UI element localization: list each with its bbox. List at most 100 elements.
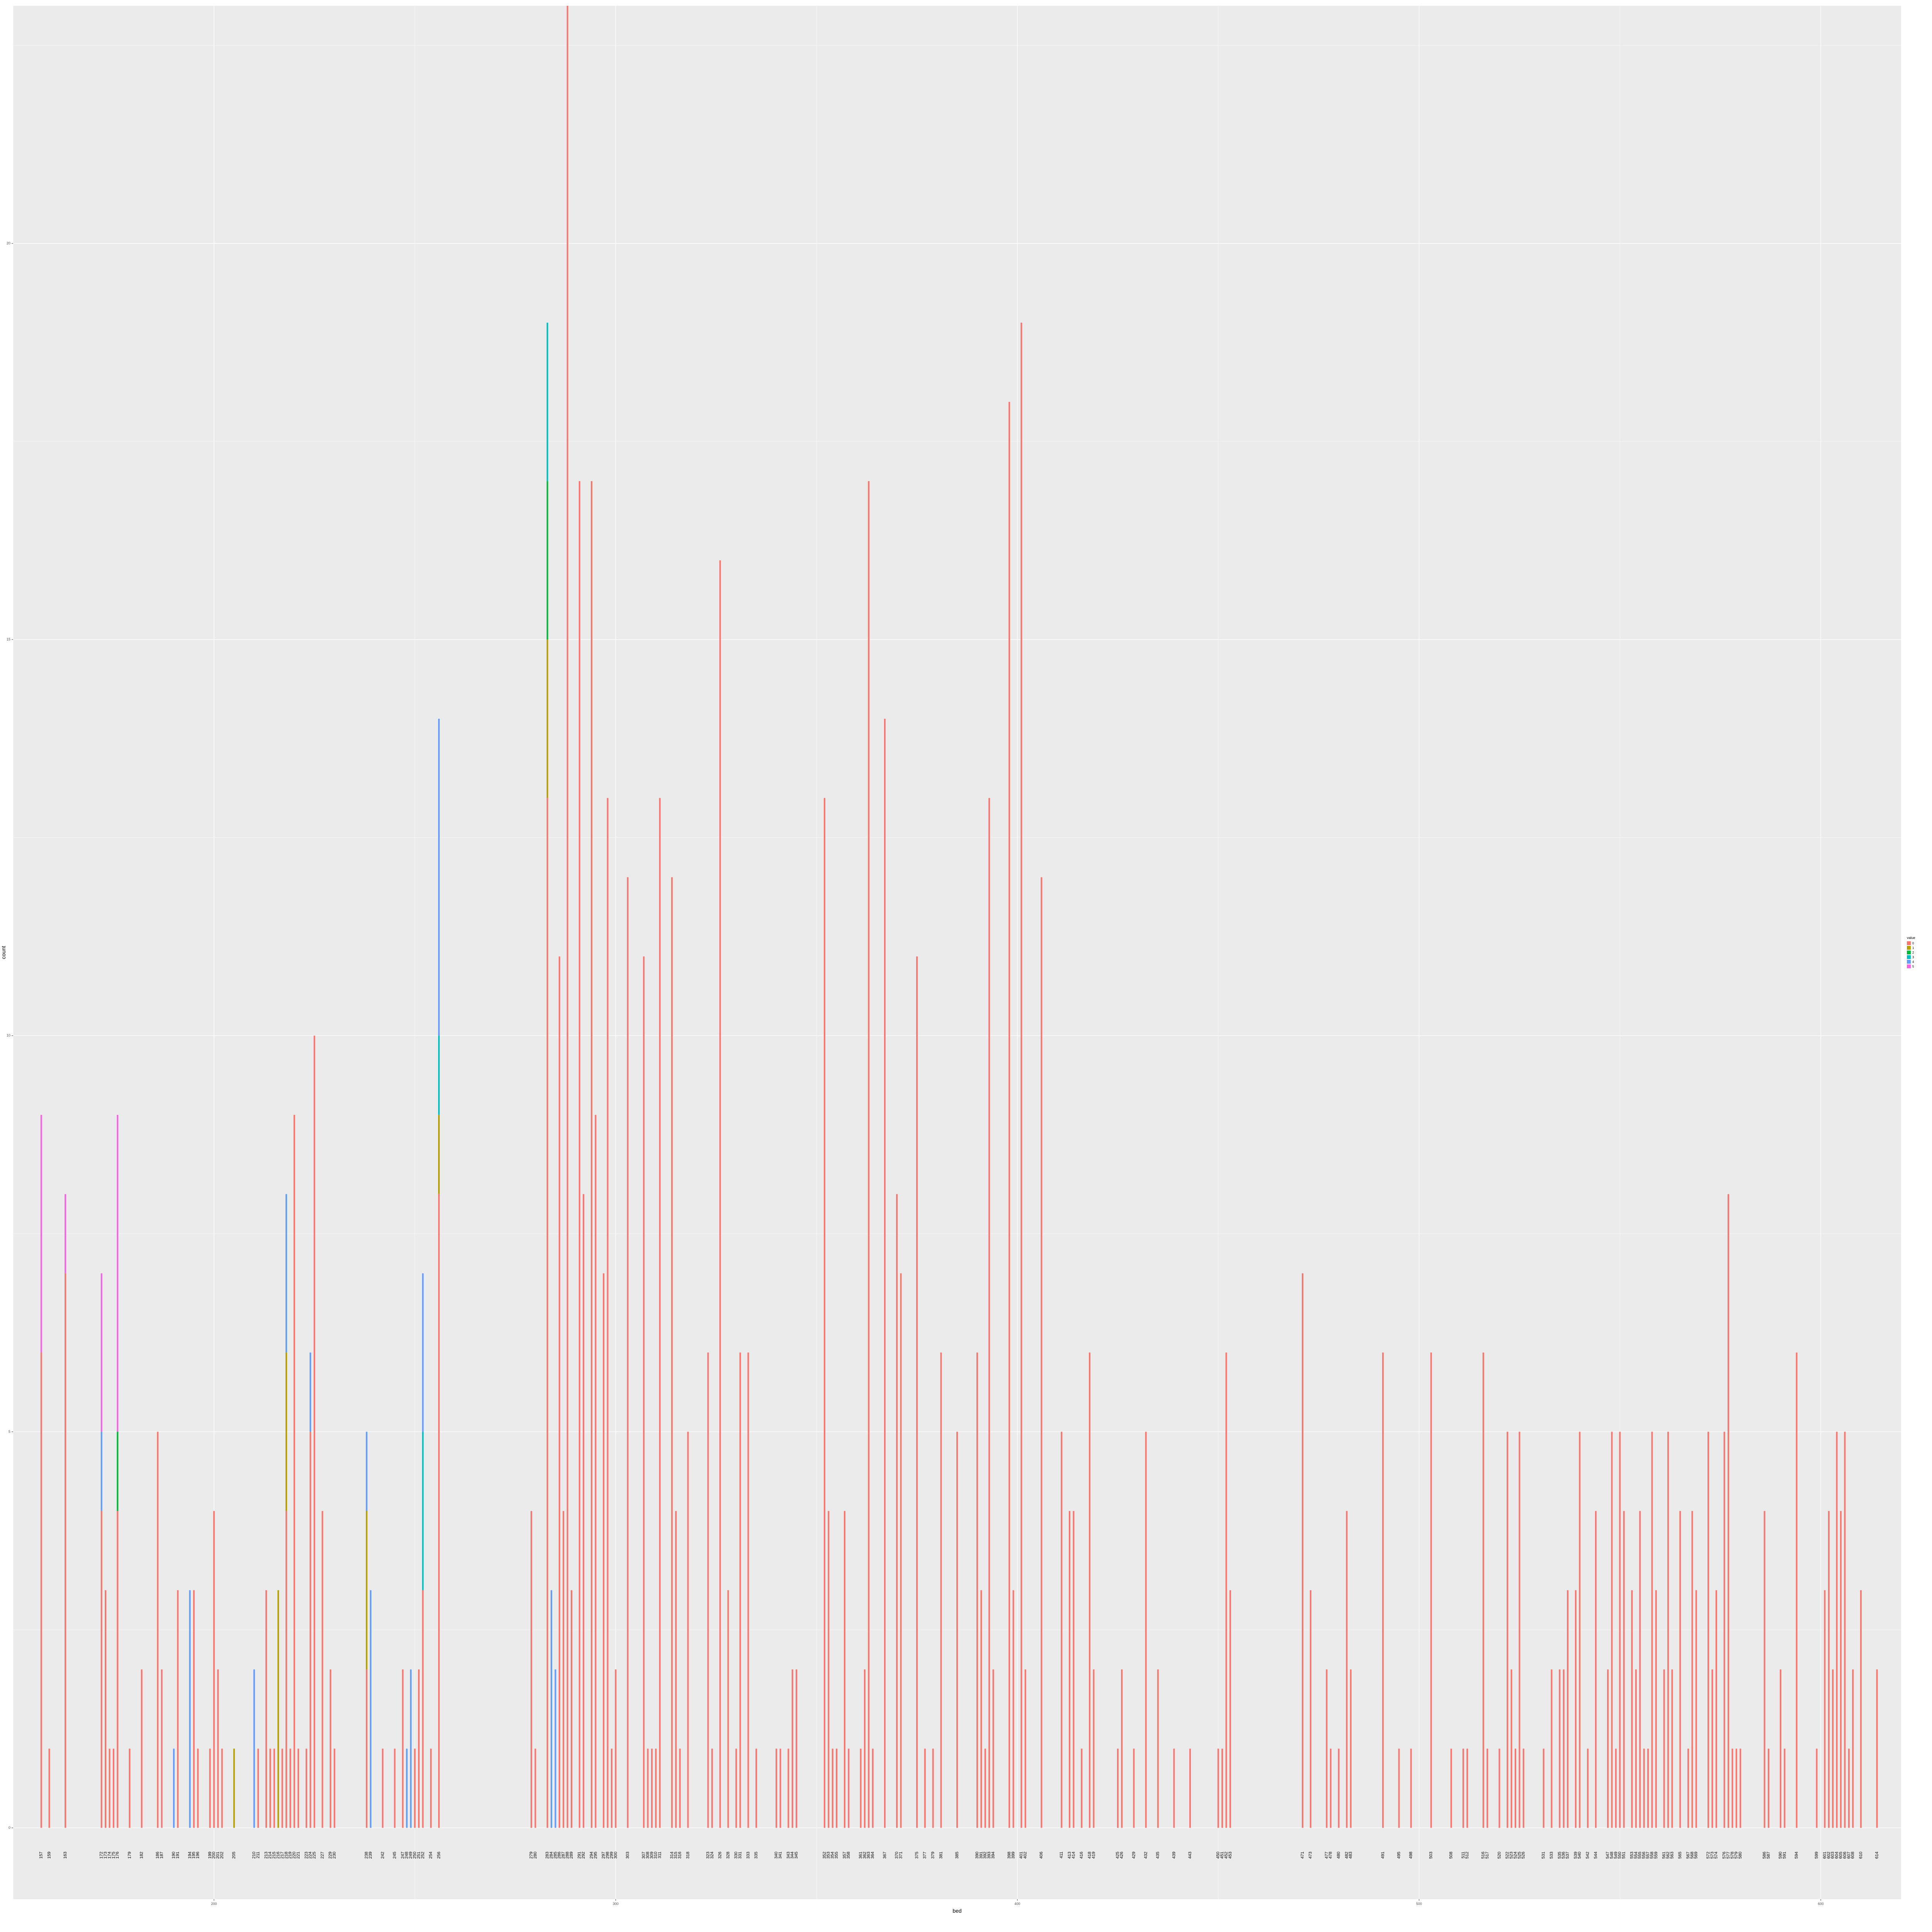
bar-segment <box>1679 1511 1681 1828</box>
bar-segment <box>1711 1669 1713 1828</box>
bar-segment <box>932 1748 934 1828</box>
bar-segment <box>1326 1669 1328 1828</box>
bar-segment <box>1069 1511 1071 1828</box>
bar-segment <box>273 1748 275 1828</box>
bar-segment <box>1398 1748 1400 1828</box>
bar-segment <box>1121 1669 1123 1828</box>
bar-segment <box>285 1194 287 1353</box>
bar-segment <box>293 1115 295 1828</box>
bar-label: 196 <box>196 1852 200 1859</box>
bar-segment <box>1410 1748 1412 1828</box>
bar-segment <box>370 1590 372 1828</box>
bar-label: 211 <box>256 1852 260 1859</box>
bar-segment <box>1715 1590 1717 1828</box>
bar-label: 586 <box>1762 1852 1767 1859</box>
bar-segment <box>590 481 592 1828</box>
bar-segment <box>924 1748 926 1828</box>
bar-label: 370 <box>895 1852 899 1859</box>
bar-label: 435 <box>1156 1852 1160 1859</box>
bar-label: 614 <box>1875 1852 1879 1859</box>
bar-segment <box>546 323 548 481</box>
bar-segment <box>546 798 548 1828</box>
bar-label: 295 <box>593 1852 598 1859</box>
bar-label: 318 <box>685 1852 690 1859</box>
bar-segment <box>109 1748 111 1828</box>
bar-label: 548 <box>1609 1852 1614 1859</box>
bar-label: 182 <box>139 1852 144 1859</box>
bar-segment <box>1860 1590 1862 1828</box>
bar-label: 227 <box>320 1852 325 1859</box>
bar-segment <box>1844 1432 1846 1828</box>
bar-segment <box>277 1590 279 1828</box>
bar-segment <box>100 1511 102 1828</box>
bar-label: 565 <box>1678 1852 1682 1859</box>
bar-segment <box>836 1748 838 1828</box>
bar-segment <box>330 1669 332 1828</box>
bar-label: 576 <box>1722 1852 1726 1859</box>
bar-segment <box>558 956 560 1828</box>
bar-segment <box>791 1669 793 1828</box>
bar-segment <box>221 1748 223 1828</box>
bar-label: 503 <box>1429 1852 1434 1859</box>
bar-label: 250 <box>412 1852 417 1859</box>
bar-segment <box>1619 1432 1621 1828</box>
bar-segment <box>217 1669 219 1828</box>
bar-label: 573 <box>1710 1852 1714 1859</box>
bar-label: 364 <box>871 1852 875 1859</box>
bar-label: 540 <box>1577 1852 1582 1859</box>
bar-label: 599 <box>1815 1852 1819 1859</box>
bar-label: 256 <box>437 1852 441 1859</box>
bar-label: 217 <box>280 1852 284 1859</box>
bar-label: 553 <box>1629 1852 1634 1859</box>
y-axis-ticks: 0 5 10 15 20 <box>7 241 13 1830</box>
bar-segment <box>310 1432 311 1828</box>
bar-segment <box>65 1194 66 1274</box>
bar-label: 452 <box>1224 1852 1228 1859</box>
bar-label: 248 <box>405 1852 409 1859</box>
bar-segment <box>1310 1590 1311 1828</box>
bar-label: 392 <box>983 1852 988 1859</box>
bar-label: 331 <box>738 1852 743 1859</box>
bar-segment <box>422 1273 424 1432</box>
bar-segment <box>100 1273 102 1432</box>
bar-label: 297 <box>601 1852 606 1859</box>
bar-label: 520 <box>1497 1852 1502 1859</box>
bar-segment <box>1655 1590 1657 1828</box>
bar-segment <box>534 1748 536 1828</box>
bar-label: 242 <box>380 1852 385 1859</box>
bar-segment <box>1507 1432 1509 1828</box>
bar-segment <box>100 1432 102 1511</box>
bar-segment <box>675 1511 677 1828</box>
bar-label: 377 <box>923 1852 927 1859</box>
bar-segment <box>40 1115 42 1353</box>
bar-label: 299 <box>609 1852 614 1859</box>
bar-label: 425 <box>1116 1852 1120 1859</box>
bar-label: 335 <box>754 1852 759 1859</box>
bar-segment <box>643 956 645 1828</box>
bar-segment <box>739 1352 741 1828</box>
bar-label: 371 <box>898 1852 903 1859</box>
y-tick-label: 20 <box>7 241 10 245</box>
bar-segment <box>1073 1511 1075 1828</box>
x-tick-label: 200 <box>211 1902 217 1906</box>
bar-label: 328 <box>726 1852 730 1859</box>
legend-label: 2 <box>1912 951 1914 954</box>
bar-label: 245 <box>393 1852 397 1859</box>
bar-label: 511 <box>1461 1852 1466 1859</box>
bar-label: 345 <box>794 1852 799 1859</box>
bar-segment <box>554 1669 556 1828</box>
bar-label: 252 <box>420 1852 425 1859</box>
bar-label: 547 <box>1605 1852 1610 1859</box>
bar-segment <box>1623 1511 1625 1828</box>
bar-segment <box>611 1748 612 1828</box>
bar-label: 393 <box>987 1852 992 1859</box>
bar-segment <box>1611 1432 1613 1828</box>
bar-segment <box>321 1511 323 1828</box>
bar-segment <box>1302 1273 1304 1828</box>
bar-segment <box>844 1511 845 1828</box>
bar-label: 508 <box>1449 1852 1454 1859</box>
bar-label: 205 <box>232 1852 236 1859</box>
bar-segment <box>860 1748 862 1828</box>
bar-segment <box>671 877 673 1828</box>
